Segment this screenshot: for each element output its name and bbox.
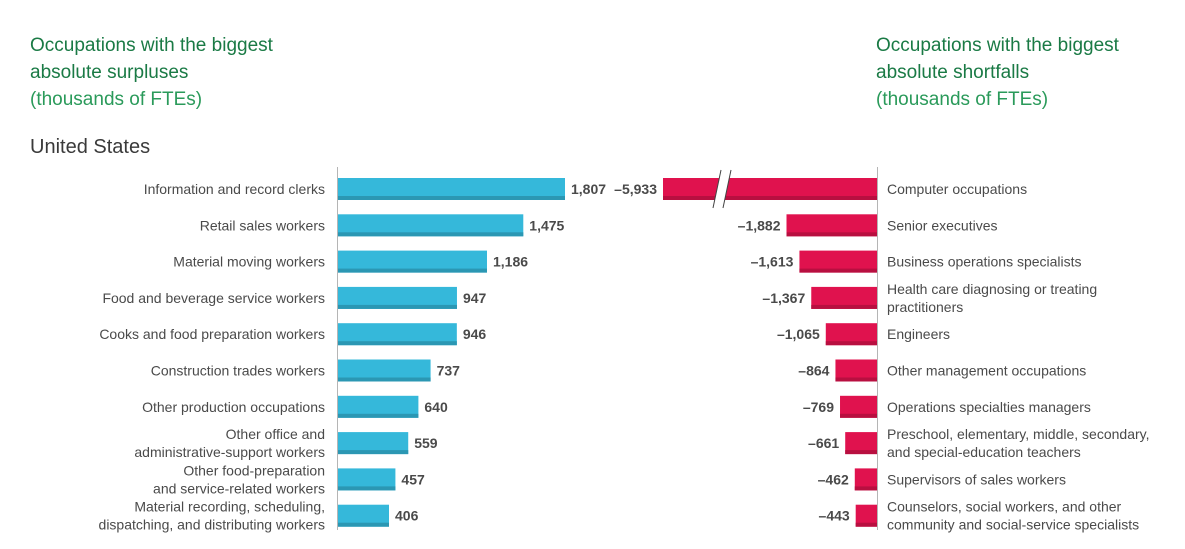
surplus-bar: [338, 286, 457, 309]
shortfall-title-line2: absolute shortfalls: [876, 62, 1030, 83]
axis-break-mark: [712, 169, 722, 209]
surplus-category-label: Construction trades workers: [151, 363, 325, 379]
shortfall-bar-shade: [855, 522, 877, 527]
surplus-bar: [338, 178, 565, 200]
surplus-bar-shade: [338, 413, 419, 418]
surplus-title: Occupations with the biggest absolute su…: [30, 32, 273, 113]
surplus-value-label: 1,475: [529, 217, 564, 233]
shortfall-bar-shade: [663, 196, 877, 200]
shortfall-category-label: Senior executives: [887, 217, 998, 233]
shortfall-bar: [855, 504, 877, 527]
surplus-title-unit: (thousands of FTEs): [30, 89, 203, 110]
shortfall-bar: [799, 250, 877, 273]
surplus-bar-shade: [338, 522, 390, 527]
shortfall-bar: [854, 468, 877, 491]
surplus-bar-shade: [338, 232, 524, 237]
shortfall-bar-shade: [786, 232, 877, 237]
shortfall-bar-shade: [811, 304, 877, 309]
surplus-bar: [338, 323, 457, 346]
shortfall-value-label: –443: [819, 508, 850, 524]
shortfall-bar: [811, 286, 877, 309]
shortfall-value-label: –1,882: [738, 217, 781, 233]
surplus-value-label: 946: [463, 326, 487, 342]
shortfall-bar: [825, 323, 877, 346]
shortfall-bar: [845, 432, 877, 455]
shortfall-value-label: –1,367: [762, 290, 805, 306]
shortfall-category-label: practitioners: [887, 299, 963, 315]
shortfall-value-label: –769: [803, 399, 834, 415]
surplus-category-label: Material moving workers: [173, 254, 325, 270]
surplus-value-label: 737: [437, 363, 461, 379]
shortfall-bar: [840, 395, 877, 418]
surplus-category-label: administrative-support workers: [134, 444, 325, 460]
surplus-category-label: Retail sales workers: [200, 217, 325, 233]
surplus-value-label: 406: [395, 508, 419, 524]
shortfall-bar-shade: [840, 413, 877, 418]
shortfall-bar: [786, 214, 877, 237]
axis-break-mark: [722, 169, 732, 209]
surplus-category-label: Information and record clerks: [144, 181, 325, 197]
surplus-bar: [338, 504, 390, 527]
surplus-bar: [338, 432, 409, 455]
surplus-category-label: Other production occupations: [142, 399, 325, 415]
surplus-category-label: Material recording, scheduling,: [134, 499, 325, 515]
shortfall-category-label: Business operations specialists: [887, 254, 1082, 270]
shortfall-bar: [835, 359, 877, 382]
shortfall-bar-shade: [825, 341, 877, 346]
shortfall-category-label: Computer occupations: [887, 181, 1027, 197]
surplus-value-label: 559: [414, 435, 438, 451]
shortfall-value-label: –1,065: [777, 326, 820, 342]
shortfall-category-label: Preschool, elementary, middle, secondary…: [887, 426, 1150, 442]
surplus-title-line1: Occupations with the biggest: [30, 35, 273, 56]
shortfall-category-label: Health care diagnosing or treating: [887, 281, 1097, 297]
shortfall-value-label: –462: [818, 471, 849, 487]
shortfall-category-label: and special-education teachers: [887, 444, 1081, 460]
shortfall-category-label: Counselors, social workers, and other: [887, 499, 1122, 515]
surplus-value-label: 640: [424, 399, 448, 415]
surplus-value-label: 457: [401, 471, 425, 487]
shortfall-category-label: community and social-service specialists: [887, 517, 1139, 533]
surplus-category-label: dispatching, and distributing workers: [99, 517, 325, 533]
axis-break-gap: [713, 170, 731, 208]
surplus-bar: [338, 395, 419, 418]
surplus-value-label: 1,807: [571, 181, 606, 197]
surplus-bar-shade: [338, 196, 565, 200]
surplus-category-label: Food and beverage service workers: [102, 290, 325, 306]
shortfall-value-label: –661: [808, 435, 839, 451]
surplus-bar-shade: [338, 304, 457, 309]
shortfall-category-label: Other management occupations: [887, 363, 1086, 379]
shortfall-bar-shade: [854, 486, 877, 491]
surplus-category-label: Cooks and food preparation workers: [99, 326, 325, 342]
shortfall-title-line1: Occupations with the biggest: [876, 35, 1119, 56]
surplus-bar-shade: [338, 377, 431, 382]
shortfall-value-label: –5,933: [614, 181, 657, 197]
shortfall-category-label: Engineers: [887, 326, 950, 342]
surplus-bar: [338, 250, 487, 273]
surplus-value-label: 1,186: [493, 254, 528, 270]
surplus-bar-shade: [338, 341, 457, 346]
shortfall-bar-shade: [845, 450, 877, 455]
surplus-bar-shade: [338, 450, 409, 455]
country-label: United States: [30, 136, 151, 158]
surplus-bar: [338, 359, 431, 382]
shortfall-bar-shade: [799, 268, 877, 273]
surplus-bar-shade: [338, 486, 396, 491]
shortfall-title: Occupations with the biggest absolute sh…: [876, 32, 1119, 113]
surplus-bar: [338, 468, 396, 491]
surplus-category-label: Other food-preparation: [183, 462, 325, 478]
surplus-bar-shade: [338, 268, 487, 273]
shortfall-category-label: Operations specialties managers: [887, 399, 1091, 415]
shortfall-value-label: –1,613: [751, 254, 794, 270]
shortfall-category-label: Supervisors of sales workers: [887, 471, 1066, 487]
surplus-bar: [338, 214, 524, 237]
surplus-category-label: Other office and: [226, 426, 325, 442]
shortfall-bar-shade: [835, 377, 877, 382]
surplus-title-line2: absolute surpluses: [30, 62, 189, 83]
surplus-category-label: and service-related workers: [153, 480, 325, 496]
shortfall-value-label: –864: [798, 363, 829, 379]
surplus-value-label: 947: [463, 290, 487, 306]
shortfall-title-unit: (thousands of FTEs): [876, 89, 1049, 110]
